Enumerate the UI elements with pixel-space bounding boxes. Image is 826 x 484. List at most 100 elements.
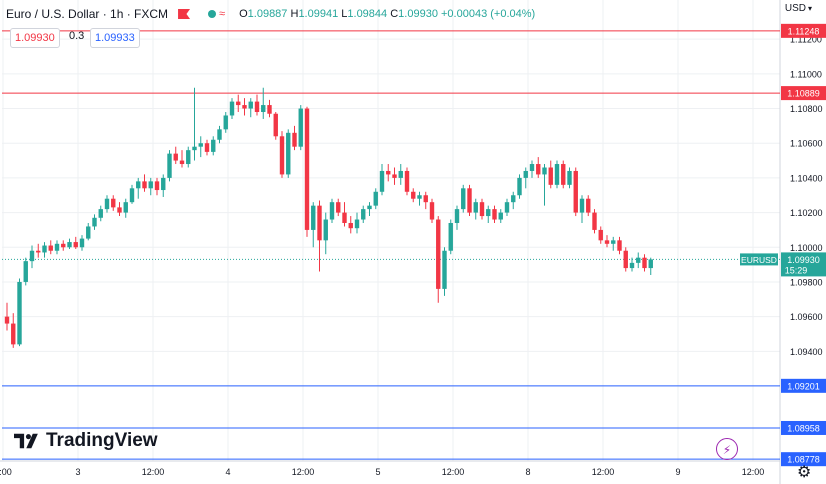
candle-down[interactable] [467, 188, 472, 213]
candle-up[interactable] [529, 164, 535, 171]
candle-down[interactable] [73, 242, 78, 248]
candle-down[interactable] [492, 209, 497, 220]
candle-down[interactable] [279, 136, 285, 175]
candle-up[interactable] [123, 202, 128, 213]
candle-down[interactable] [242, 105, 247, 109]
candle-up[interactable] [192, 146, 197, 151]
tradingview-logo[interactable]: TradingView [14, 430, 158, 452]
sell-button[interactable]: 1.09930 [10, 28, 60, 48]
candle-up[interactable] [161, 177, 166, 191]
lightning-icon[interactable]: ⚡ [716, 438, 738, 460]
candle-up[interactable] [311, 205, 316, 230]
candle-up[interactable] [554, 164, 560, 185]
candle-up[interactable] [367, 205, 372, 210]
candle-up[interactable] [461, 188, 466, 210]
candle-up[interactable] [373, 191, 378, 206]
candle-up[interactable] [611, 240, 616, 244]
candle-up[interactable] [42, 245, 47, 253]
candle-down[interactable] [267, 105, 272, 114]
candle-down[interactable] [548, 167, 553, 185]
candle-up[interactable] [417, 195, 422, 199]
candle-up[interactable] [517, 177, 522, 196]
candle-down[interactable] [604, 240, 610, 244]
candle-up[interactable] [129, 188, 135, 203]
candle-up[interactable] [473, 202, 478, 213]
candle-down[interactable] [436, 219, 441, 289]
candle-down[interactable] [36, 250, 41, 253]
buy-button[interactable]: 1.09933 [90, 28, 140, 48]
candle-up[interactable] [504, 202, 510, 213]
candle-up[interactable] [442, 250, 447, 289]
candle-up[interactable] [398, 170, 403, 178]
candle-down[interactable] [142, 181, 147, 189]
candle-up[interactable] [29, 250, 35, 262]
candle-up[interactable] [454, 209, 460, 223]
candle-down[interactable] [348, 222, 353, 229]
candle-down[interactable] [117, 207, 122, 213]
candle-down[interactable] [592, 212, 597, 230]
candle-up[interactable] [248, 101, 253, 109]
candle-down[interactable] [392, 174, 397, 178]
candle-up[interactable] [67, 242, 72, 248]
candle-up[interactable] [148, 181, 153, 189]
candle-up[interactable] [379, 170, 385, 192]
candle-up[interactable] [92, 217, 97, 227]
candle-up[interactable] [54, 243, 60, 251]
candle-up[interactable] [629, 262, 635, 269]
candle-up[interactable] [498, 212, 503, 220]
candle-down[interactable] [586, 198, 591, 213]
candle-down[interactable] [536, 164, 541, 175]
candle-down[interactable] [411, 191, 416, 199]
candle-down[interactable] [4, 316, 10, 324]
candle-down[interactable] [317, 205, 322, 241]
flag-icon[interactable] [178, 9, 191, 19]
candle-up[interactable] [329, 202, 335, 220]
candle-down[interactable] [598, 229, 603, 241]
candle-up[interactable] [523, 170, 528, 178]
candle-up[interactable] [323, 219, 328, 241]
candle-up[interactable] [186, 150, 191, 165]
candle-down[interactable] [617, 240, 622, 251]
candle-up[interactable] [298, 108, 303, 147]
candle-down[interactable] [254, 101, 260, 113]
candle-down[interactable] [48, 245, 53, 251]
candle-down[interactable] [642, 257, 647, 269]
candle-down[interactable] [429, 202, 435, 220]
candle-up[interactable] [223, 115, 228, 130]
candle-up[interactable] [448, 222, 453, 251]
candle-up[interactable] [511, 195, 516, 203]
candle-up[interactable] [636, 257, 641, 263]
gear-icon[interactable]: ⚙ [797, 464, 812, 481]
candle-down[interactable] [573, 170, 578, 213]
candle-down[interactable] [479, 202, 485, 217]
candle-down[interactable] [423, 195, 428, 203]
candle-down[interactable] [273, 113, 278, 137]
candle-up[interactable] [229, 101, 235, 116]
candle-down[interactable] [336, 202, 341, 213]
candle-down[interactable] [173, 153, 178, 161]
symbol-title[interactable]: Euro / U.S. Dollar · 1h · FXCM [6, 7, 169, 21]
candle-down[interactable] [236, 101, 241, 106]
candle-up[interactable] [648, 259, 653, 269]
candle-down[interactable] [61, 243, 66, 248]
candle-down[interactable] [154, 181, 160, 191]
candle-up[interactable] [167, 153, 172, 178]
candle-up[interactable] [17, 281, 22, 345]
candle-up[interactable] [567, 170, 572, 185]
candle-down[interactable] [342, 212, 347, 223]
candle-down[interactable] [179, 160, 185, 165]
candle-up[interactable] [261, 105, 266, 113]
candle-down[interactable] [204, 143, 210, 152]
candle-up[interactable] [136, 181, 141, 189]
candle-up[interactable] [579, 198, 585, 213]
candle-up[interactable] [86, 226, 91, 239]
candle-up[interactable] [217, 129, 222, 140]
candle-up[interactable] [98, 209, 103, 218]
candle-up[interactable] [79, 238, 85, 248]
candle-up[interactable] [486, 209, 491, 217]
candle-up[interactable] [198, 143, 203, 147]
candle-up[interactable] [211, 139, 216, 152]
candle-down[interactable] [561, 164, 566, 185]
currency-selector[interactable]: USD ▾ [785, 3, 812, 14]
